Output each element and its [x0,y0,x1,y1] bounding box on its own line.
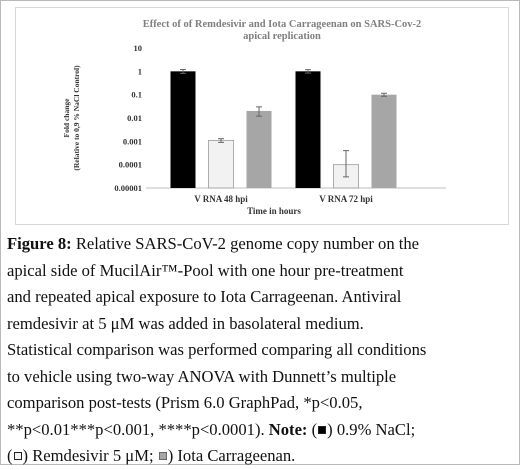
chart-title-line-1: Effect of of Remdesivir and Iota Carrage… [143,19,422,30]
bar [246,110,272,188]
remdesivir-swatch-icon [13,452,22,460]
y-tick-label: 0.001 [123,136,142,146]
caption-line-2: apical side of MucilAir™-Pool with one h… [7,260,404,280]
caption-line-6: to vehicle using two-way ANOVA with Dunn… [7,366,397,386]
figure-caption: Figure 8: Relative SARS-CoV-2 genome cop… [7,231,515,470]
caption-line-7: comparison post-tests (Prism 6.0 GraphPa… [7,393,363,412]
note-item-nacl: ) 0.9% NaCl; [327,419,416,439]
note-open-1: ( [307,419,318,439]
x-category-label: V RNA 72 hpi [319,194,373,204]
y-tick-label: 1 [138,66,142,76]
note-item-remdesivir: ) Remdesivir 5 μM; [22,446,158,465]
nacl-swatch-icon [318,425,327,434]
bar [295,71,321,188]
caption-line-4: remdesivir at 5 μM was added in basolate… [7,313,364,333]
chart-area: Effect of of Remdesivir and Iota Carrage… [15,7,509,225]
caption-line-1: Relative SARS-CoV-2 genome copy number o… [71,234,420,253]
x-category-label: V RNA 48 hpi [194,194,248,204]
x-axis-label: Time in hours [247,206,301,216]
caption-line-5: Statistical comparison was performed com… [7,340,427,359]
bar [371,94,397,188]
caption-line-8: **p<0.01***p<0.001, ****p<0.0001). [7,419,269,439]
y-tick-label: 0.01 [127,113,142,123]
bar [170,71,196,188]
figure-label: Figure 8: [7,234,72,253]
y-tick-label: 0.00001 [114,183,142,193]
bar-chart: Effect of of Remdesivir and Iota Carrage… [62,19,446,216]
y-tick-label: 0.1 [131,90,142,100]
note-item-carrageenan: ) Iota Carrageenan. [167,446,296,465]
y-axis-label-line-1: Fold change [62,98,71,138]
chart-title-line-2: apical replication [243,31,321,42]
note-open-2: ( [7,446,13,465]
note-label: Note: [268,419,308,439]
y-tick-label: 10 [134,43,143,53]
y-tick-label: 0.0001 [119,160,142,170]
y-axis-label-line-2: (Relative to 0,9 % NaCl Control) [72,65,81,171]
caption-line-3: and repeated apical exposure to Iota Car… [7,287,402,306]
bar [208,139,234,189]
carrageenan-swatch-icon [158,452,167,460]
